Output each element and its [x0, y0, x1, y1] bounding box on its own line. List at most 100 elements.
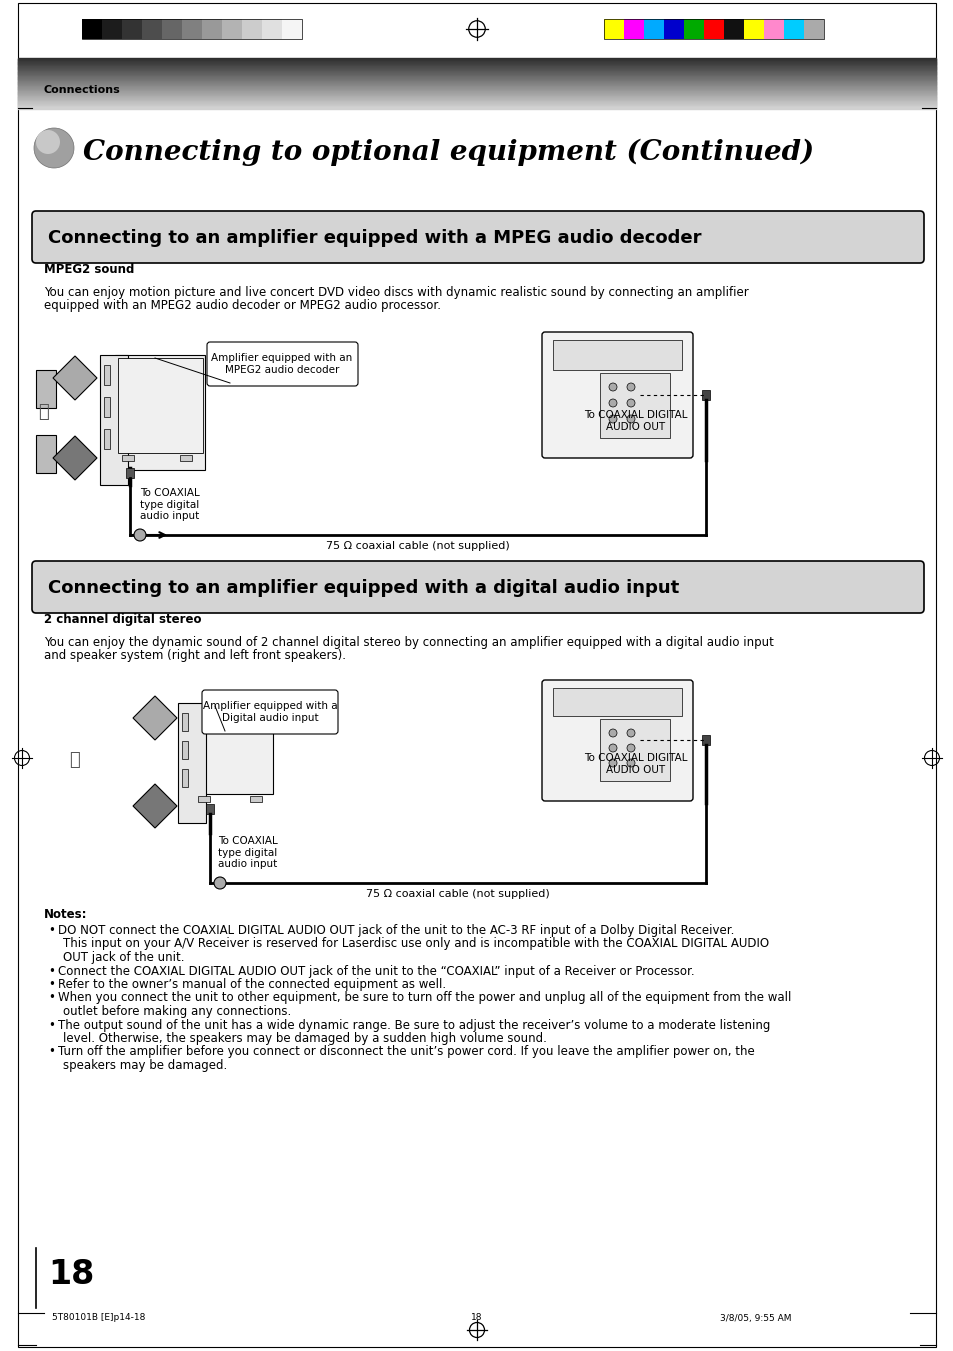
- Bar: [18, 103, 935, 104]
- Text: Connecting to optional equipment (Continued): Connecting to optional equipment (Contin…: [83, 138, 813, 166]
- Bar: [18, 99, 935, 100]
- Bar: [18, 74, 935, 76]
- Text: You can enjoy motion picture and live concert DVD video discs with dynamic reali: You can enjoy motion picture and live co…: [44, 286, 748, 299]
- Bar: [18, 89, 935, 92]
- Bar: [182, 19, 202, 39]
- Text: Connecting to an amplifier equipped with a MPEG audio decoder: Connecting to an amplifier equipped with…: [48, 230, 700, 247]
- Text: To COAXIAL DIGITAL
AUDIO OUT: To COAXIAL DIGITAL AUDIO OUT: [583, 753, 687, 774]
- Text: Connections: Connections: [44, 85, 121, 95]
- Bar: [18, 65, 935, 66]
- Text: 🔊: 🔊: [70, 751, 80, 769]
- Circle shape: [213, 877, 226, 889]
- Bar: [743, 19, 763, 39]
- Bar: [553, 340, 681, 370]
- Bar: [763, 19, 783, 39]
- Bar: [18, 85, 935, 86]
- Text: 75 Ω coaxial cable (not supplied): 75 Ω coaxial cable (not supplied): [366, 889, 549, 898]
- Bar: [663, 19, 683, 39]
- Text: DO NOT connect the COAXIAL DIGITAL AUDIO OUT jack of the unit to the AC-3 RF inp: DO NOT connect the COAXIAL DIGITAL AUDIO…: [58, 924, 734, 938]
- Bar: [18, 72, 935, 73]
- Bar: [18, 70, 935, 72]
- Bar: [18, 62, 935, 63]
- Circle shape: [626, 415, 635, 423]
- FancyBboxPatch shape: [32, 211, 923, 263]
- Bar: [643, 19, 663, 39]
- Text: Connect the COAXIAL DIGITAL AUDIO OUT jack of the unit to the “COAXIAL” input of: Connect the COAXIAL DIGITAL AUDIO OUT ja…: [58, 965, 694, 978]
- Bar: [18, 86, 935, 88]
- Text: When you connect the unit to other equipment, be sure to turn off the power and : When you connect the unit to other equip…: [58, 992, 791, 1005]
- Bar: [18, 103, 935, 104]
- Bar: [18, 80, 935, 81]
- Bar: [18, 100, 935, 101]
- Bar: [18, 89, 935, 91]
- Text: •: •: [48, 978, 55, 992]
- Polygon shape: [132, 696, 177, 740]
- Bar: [126, 467, 133, 478]
- Bar: [18, 82, 935, 85]
- Bar: [18, 58, 935, 59]
- Circle shape: [608, 399, 617, 407]
- Text: 2 channel digital stereo: 2 channel digital stereo: [44, 613, 201, 626]
- Circle shape: [608, 744, 617, 753]
- Text: To COAXIAL
type digital
audio input: To COAXIAL type digital audio input: [140, 488, 199, 521]
- Bar: [18, 63, 935, 65]
- Bar: [18, 95, 935, 96]
- Text: •: •: [48, 1046, 55, 1058]
- Bar: [18, 81, 935, 82]
- Circle shape: [626, 759, 635, 767]
- Circle shape: [608, 415, 617, 423]
- Circle shape: [133, 530, 146, 540]
- Bar: [18, 88, 935, 89]
- Text: Notes:: Notes:: [44, 908, 88, 921]
- FancyBboxPatch shape: [32, 561, 923, 613]
- Text: 75 Ω coaxial cable (not supplied): 75 Ω coaxial cable (not supplied): [326, 540, 509, 551]
- Polygon shape: [53, 436, 97, 480]
- Bar: [82, 19, 302, 39]
- Bar: [242, 19, 262, 39]
- FancyBboxPatch shape: [202, 690, 337, 734]
- Bar: [603, 19, 623, 39]
- Polygon shape: [132, 784, 177, 828]
- Polygon shape: [53, 357, 97, 400]
- Bar: [599, 719, 669, 781]
- Bar: [18, 72, 935, 74]
- Bar: [198, 796, 210, 802]
- Circle shape: [608, 759, 617, 767]
- Bar: [36, 370, 56, 408]
- Text: 18: 18: [471, 1313, 482, 1323]
- Bar: [18, 96, 935, 99]
- Text: speakers may be damaged.: speakers may be damaged.: [63, 1059, 227, 1071]
- Bar: [18, 91, 935, 92]
- Text: 5T80101B [E]p14-18: 5T80101B [E]p14-18: [52, 1313, 145, 1323]
- Bar: [18, 100, 935, 103]
- Bar: [180, 455, 192, 461]
- Bar: [115, 355, 205, 470]
- Bar: [18, 96, 935, 97]
- Bar: [18, 74, 935, 76]
- Bar: [18, 61, 935, 63]
- Bar: [18, 93, 935, 95]
- Bar: [142, 19, 162, 39]
- Circle shape: [626, 382, 635, 390]
- Bar: [18, 99, 935, 100]
- Bar: [193, 707, 273, 794]
- Text: Connecting to an amplifier equipped with a digital audio input: Connecting to an amplifier equipped with…: [48, 580, 679, 597]
- Circle shape: [34, 128, 74, 168]
- Circle shape: [608, 730, 617, 738]
- Bar: [102, 19, 122, 39]
- Bar: [18, 63, 935, 65]
- Circle shape: [626, 399, 635, 407]
- Bar: [18, 77, 935, 78]
- Bar: [104, 365, 110, 385]
- Bar: [803, 19, 823, 39]
- Bar: [18, 101, 935, 103]
- Bar: [18, 107, 935, 109]
- Bar: [18, 59, 935, 61]
- Bar: [18, 73, 935, 74]
- Bar: [100, 355, 128, 485]
- Bar: [18, 84, 935, 85]
- Bar: [701, 390, 709, 400]
- Text: and speaker system (right and left front speakers).: and speaker system (right and left front…: [44, 648, 346, 662]
- Text: Refer to the owner’s manual of the connected equipment as well.: Refer to the owner’s manual of the conne…: [58, 978, 446, 992]
- Bar: [18, 82, 935, 84]
